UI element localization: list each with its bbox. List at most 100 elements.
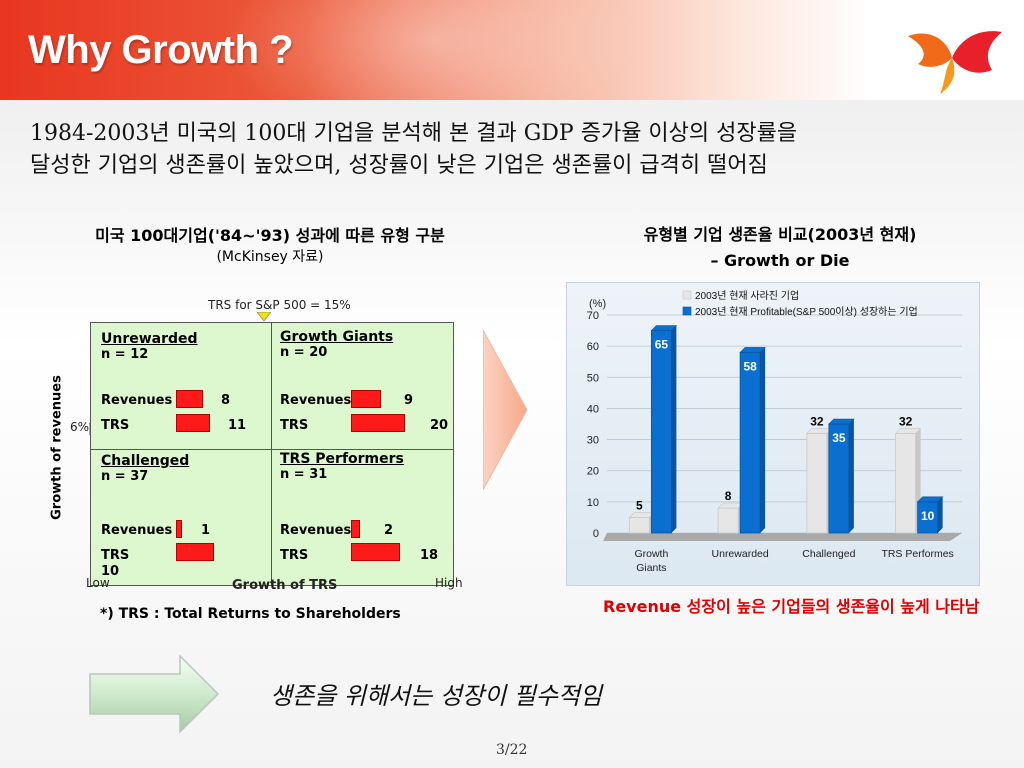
trs-bar — [176, 543, 214, 561]
y-tick-label: 70 — [587, 310, 599, 322]
revenues-value: 8 — [221, 393, 231, 408]
y-tick-label: 50 — [587, 372, 599, 384]
revenues-bar — [176, 390, 203, 408]
x-tick-label: Unrewarded — [712, 548, 769, 560]
trs-label: TRS — [101, 548, 130, 563]
trs-footnote: *) TRS : Total Returns to Shareholders — [100, 606, 401, 622]
trs-label: TRS — [280, 548, 309, 563]
bar-side — [760, 347, 766, 533]
trs-value: 10 — [101, 564, 120, 579]
survival-bar-chart: 0 10 20 30 40 50 60 70(%) 5 65 Growth Giants 8 58 Unre… — [587, 289, 962, 574]
revenues-value: 9 — [404, 393, 414, 408]
matrix-divider-vertical — [271, 323, 272, 585]
y-tick-label: 40 — [587, 403, 599, 415]
matrix-divider-horizontal — [91, 449, 453, 450]
right-heading-line-1: 유형별 기업 생존율 비교(2003년 현재) — [643, 225, 917, 244]
y-tick-label: 30 — [587, 435, 599, 447]
x-tick-label: TRS Performes — [881, 548, 953, 560]
arrow-right-icon — [89, 654, 220, 734]
trs-bar — [176, 414, 210, 432]
page-number: 3/22 — [496, 742, 528, 758]
survival-chart-panel: 0 10 20 30 40 50 60 70 (%) 5 65 Growth Giants 8 58 Unre… — [566, 282, 980, 586]
bar — [717, 507, 739, 534]
quadrant-unrewarded: Unrewarded n = 12 — [101, 331, 198, 362]
revenues-value: 2 — [384, 523, 394, 538]
y-axis-label: Growth of revenues — [49, 375, 65, 520]
data-label: 8 — [725, 489, 732, 503]
y-tick-label: 0 — [593, 528, 599, 540]
chevron-right-icon — [483, 330, 528, 490]
revenues-bar — [176, 520, 182, 538]
data-label: 32 — [899, 414, 913, 428]
data-label: 10 — [921, 509, 935, 523]
y-tick-label: 60 — [587, 341, 599, 353]
slide-title: Why Growth ? — [28, 28, 294, 72]
quadrant-name: Unrewarded — [101, 331, 198, 347]
revenues-label: Revenues — [280, 393, 352, 408]
bar-side — [937, 496, 943, 533]
legend-label: 2003년 현재 Profitable(S&P 500이상) 성장하는 기업 — [695, 305, 918, 318]
x-tick-label: Giants — [636, 562, 666, 574]
legend-label: 2003년 현재 사라진 기업 — [695, 289, 799, 302]
quadrant-count: n = 12 — [101, 347, 149, 362]
quadrant-count: n = 20 — [280, 345, 328, 360]
bar-side — [848, 419, 854, 533]
trs-value: 18 — [420, 548, 439, 563]
intro-text: 1984-2003년 미국의 100대 기업을 분석해 본 결과 GDP 증가율… — [30, 118, 1010, 182]
quadrant-count: n = 37 — [101, 469, 149, 484]
legend-swatch — [682, 306, 692, 316]
revenues-value: 1 — [201, 523, 211, 538]
bar — [895, 432, 917, 534]
conclusion-text: 생존을 위해서는 성장이 필수적임 — [270, 682, 603, 710]
right-heading-line-2: – Growth or Die — [710, 251, 850, 270]
header-banner — [0, 0, 1024, 100]
quadrant-name: TRS Performers — [280, 451, 404, 467]
bar-top — [894, 428, 922, 434]
quadrant-name: Challenged — [101, 453, 190, 469]
performance-matrix: Unrewarded n = 12 Revenues 8 TRS 11 Grow… — [90, 322, 454, 586]
quadrant-trs-performers: TRS Performers n = 31 — [280, 451, 404, 482]
bar-side — [671, 325, 677, 533]
quadrant-growth-giants: Growth Giants n = 20 — [280, 329, 393, 360]
x-axis-high: High — [435, 576, 463, 590]
left-panel-heading: 미국 100대기업('84~'93) 성과에 따른 유형 구분 — [95, 226, 445, 245]
chart-floor — [603, 533, 962, 541]
x-axis-low: Low — [86, 576, 110, 590]
quadrant-name: Growth Giants — [280, 329, 394, 345]
trs-reference-marker-icon — [257, 312, 271, 322]
quadrant-count: n = 31 — [280, 467, 328, 482]
revenues-bar — [351, 390, 381, 408]
y-axis-unit-label: (%) — [589, 298, 606, 310]
revenues-label: Revenues — [101, 523, 173, 538]
legend-swatch — [682, 290, 692, 300]
data-label: 58 — [743, 359, 757, 373]
trs-value: 11 — [228, 418, 247, 433]
left-panel-source: (McKinsey 자료) — [216, 249, 324, 265]
y-tick-label: 10 — [587, 497, 599, 509]
data-label: 65 — [655, 338, 669, 352]
trs-label: TRS — [280, 418, 309, 433]
bar — [628, 517, 650, 534]
brand-logo — [908, 31, 1002, 94]
trs-bar — [351, 414, 405, 432]
intro-line-1: 1984-2003년 미국의 100대 기업을 분석해 본 결과 GDP 증가율… — [30, 121, 798, 146]
revenues-label: Revenues — [101, 393, 173, 408]
trs-bar — [351, 543, 400, 561]
intro-line-2: 달성한 기업의 생존률이 높았으며, 성장률이 낮은 기업은 생존률이 급격히 … — [30, 153, 768, 178]
x-tick-label: Growth — [634, 548, 668, 560]
data-label: 35 — [832, 431, 846, 445]
trs-label: TRS — [101, 418, 130, 433]
data-label: 5 — [636, 498, 643, 512]
right-panel-heading: 유형별 기업 생존율 비교(2003년 현재) – Growth or Die — [570, 222, 990, 274]
x-tick-label: Challenged — [802, 548, 855, 560]
quadrant-challenged: Challenged n = 37 — [101, 453, 189, 484]
y-tick-label: 20 — [587, 466, 599, 478]
bar — [739, 351, 761, 534]
revenues-label: Revenues — [280, 523, 352, 538]
x-axis-label: Growth of TRS — [232, 578, 338, 593]
bar — [650, 330, 672, 534]
bar — [806, 432, 828, 534]
trs-reference-label: TRS for S&P 500 = 15% — [208, 298, 351, 312]
y-marker-label: 6% — [70, 420, 90, 434]
trs-value: 20 — [430, 418, 449, 433]
